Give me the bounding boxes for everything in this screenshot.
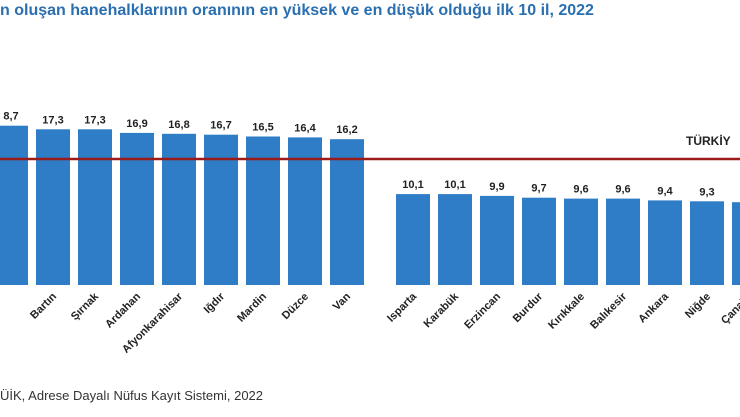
bar [162, 133, 196, 285]
data-label: 16,2 [336, 124, 357, 136]
category-label: Iğdır [202, 290, 228, 316]
bar [564, 198, 598, 285]
data-label: 16,7 [210, 120, 231, 132]
bar [396, 194, 430, 285]
reference-line-label: TÜRKİY [686, 133, 731, 148]
data-label: 9,4 [657, 185, 673, 197]
category-label: Düzce [280, 291, 311, 322]
bar [204, 134, 238, 285]
category-label: Ardahan [103, 290, 143, 330]
category-label: Erzincan [462, 290, 503, 331]
bar [522, 197, 556, 285]
category-label: Burdur [511, 290, 546, 325]
bar [0, 125, 28, 285]
data-label: 16,5 [252, 122, 273, 134]
data-label: 9,9 [489, 181, 504, 193]
category-label: Mardin [235, 290, 269, 324]
category-label: Isparta [385, 290, 420, 325]
category-label: Ankara [636, 290, 671, 325]
data-label: 16,9 [126, 118, 147, 130]
data-label: 10,1 [444, 179, 465, 191]
category-label: Çanakk [719, 290, 740, 327]
bar [36, 129, 70, 285]
category-label: Kırıkkale [546, 291, 587, 332]
source-note: ÜİK, Adrese Dayalı Nüfus Kayıt Sistemi, … [0, 388, 264, 403]
data-label: 10,1 [402, 179, 423, 191]
bar [690, 201, 724, 285]
bar [330, 139, 364, 285]
data-label: 9,6 [615, 184, 630, 196]
category-label: Balıkesir [588, 290, 629, 331]
bar [246, 136, 280, 285]
bar [438, 194, 472, 285]
category-label: Niğde [683, 291, 713, 321]
bar [480, 195, 514, 285]
category-label: Şırnak [69, 290, 102, 323]
category-label: Karabük [422, 290, 462, 330]
data-label: 16,8 [168, 119, 189, 131]
data-label: 9,6 [573, 184, 588, 196]
data-label: 17,3 [42, 114, 63, 126]
data-label: 8,7 [3, 111, 18, 123]
bar [648, 200, 682, 285]
bar [120, 132, 154, 285]
data-label: 17,3 [84, 114, 105, 126]
bar [732, 202, 740, 285]
data-label: 16,4 [294, 122, 316, 134]
category-label: Bartın [28, 290, 59, 321]
chart-title: n oluşan hanehalklarının oranının en yük… [0, 2, 594, 19]
bar [606, 198, 640, 285]
category-label: Van [331, 290, 354, 313]
bar [78, 129, 112, 285]
bar [288, 137, 322, 285]
data-label: 9,7 [531, 183, 546, 195]
data-label: 9,3 [699, 186, 714, 198]
